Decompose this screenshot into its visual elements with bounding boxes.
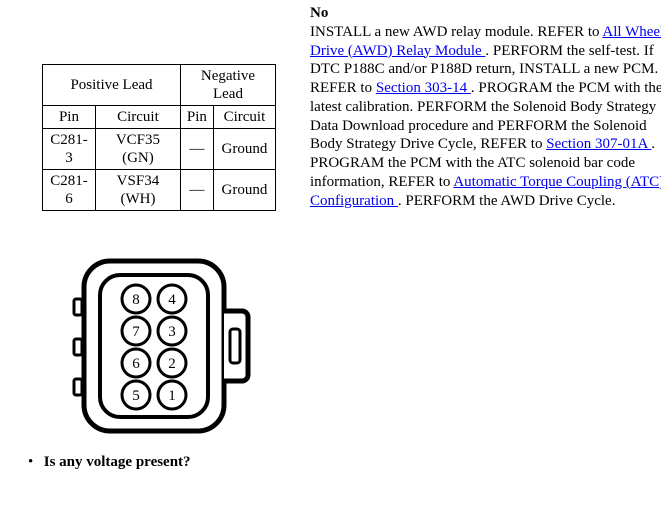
question-text: Is any voltage present? bbox=[44, 454, 191, 470]
cell-npin: — bbox=[180, 129, 213, 170]
connector-icon: 8 4 7 3 6 2 5 1 bbox=[64, 251, 254, 441]
col-pin-neg: Pin bbox=[180, 106, 213, 129]
pin-label: 8 bbox=[132, 292, 140, 308]
cell-npin: — bbox=[180, 170, 213, 211]
page-container: Positive Lead Negative Lead Pin Circuit … bbox=[4, 4, 661, 471]
cell-circuit: VSF34 (WH) bbox=[95, 170, 180, 211]
col-pin-pos: Pin bbox=[43, 106, 96, 129]
instruction-text: INSTALL a new AWD relay module. REFER to bbox=[310, 24, 602, 40]
result-no: No bbox=[310, 5, 328, 21]
right-column: No INSTALL a new AWD relay module. REFER… bbox=[304, 4, 661, 210]
instruction-text: . PERFORM the AWD Drive Cycle. bbox=[398, 193, 616, 209]
pin-label: 2 bbox=[168, 356, 176, 372]
pin-label: 3 bbox=[168, 324, 176, 340]
cell-pin: C281-6 bbox=[43, 170, 96, 211]
lead-table: Positive Lead Negative Lead Pin Circuit … bbox=[42, 64, 276, 211]
table-row: C281-3 VCF35 (GN) — Ground bbox=[43, 129, 276, 170]
pin-label: 6 bbox=[132, 356, 140, 372]
col-circuit-neg: Circuit bbox=[213, 106, 275, 129]
left-column: Positive Lead Negative Lead Pin Circuit … bbox=[4, 4, 304, 471]
table-row: C281-6 VSF34 (WH) — Ground bbox=[43, 170, 276, 211]
cell-circuit: VCF35 (GN) bbox=[95, 129, 180, 170]
link-section-307-01a[interactable]: Section 307-01A bbox=[546, 136, 651, 152]
header-negative-lead: Negative Lead bbox=[180, 65, 275, 106]
link-section-303-14[interactable]: Section 303-14 bbox=[376, 80, 471, 96]
col-circuit-pos: Circuit bbox=[95, 106, 180, 129]
header-positive-lead: Positive Lead bbox=[43, 65, 181, 106]
connector-diagram: 8 4 7 3 6 2 5 1 bbox=[64, 251, 304, 446]
pin-label: 4 bbox=[168, 292, 176, 308]
pin-label: 5 bbox=[132, 388, 140, 404]
cell-ncircuit: Ground bbox=[213, 129, 275, 170]
cell-pin: C281-3 bbox=[43, 129, 96, 170]
cell-ncircuit: Ground bbox=[213, 170, 275, 211]
question-line: • Is any voltage present? bbox=[28, 454, 304, 471]
bullet-icon: • bbox=[28, 454, 40, 471]
pin-label: 1 bbox=[168, 388, 176, 404]
pin-label: 7 bbox=[132, 324, 140, 340]
